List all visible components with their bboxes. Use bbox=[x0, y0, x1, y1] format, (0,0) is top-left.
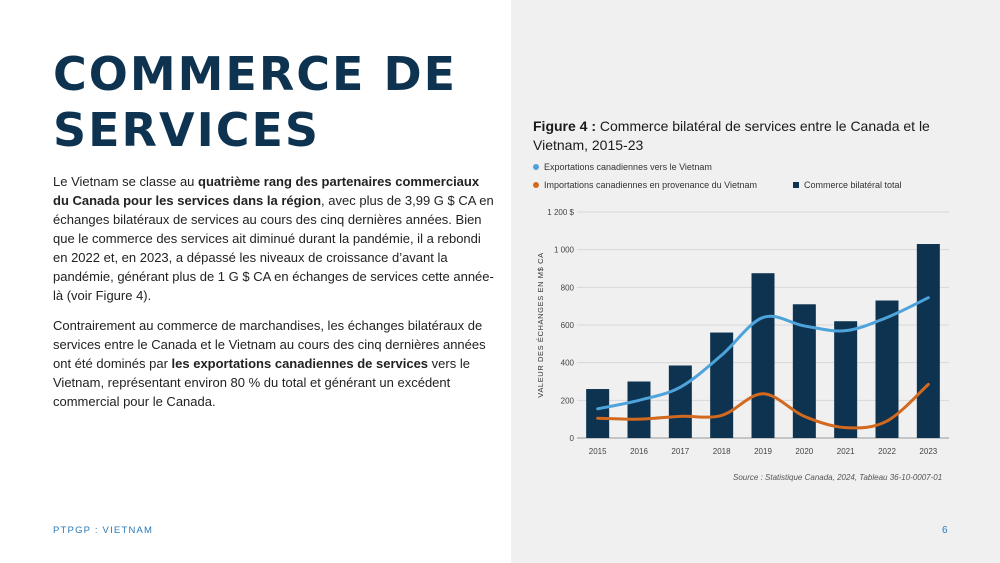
y-tick-label: 1 200 $ bbox=[547, 208, 574, 217]
figure-title: Commerce bilatéral de services entre le … bbox=[533, 118, 930, 153]
bar bbox=[668, 365, 692, 438]
figure-label: Figure 4 : bbox=[533, 118, 597, 134]
y-tick-label: 800 bbox=[561, 283, 575, 292]
bar bbox=[627, 381, 651, 438]
bar-line-chart: 0 200 400 600 800 1 000 1 200 $ VALEUR DES ÉCHA… bbox=[536, 208, 949, 456]
title-line-2: SERVICES bbox=[53, 103, 321, 157]
figure-caption: Figure 4 : Commerce bilatéral de service… bbox=[533, 117, 953, 155]
y-tick-label: 1 000 bbox=[554, 246, 575, 255]
paragraph-2: Contrairement au commerce de marchandise… bbox=[53, 316, 495, 411]
y-tick-label: 600 bbox=[561, 321, 575, 330]
legend-exports-label: Exportations canadiennes vers le Vietnam bbox=[544, 162, 712, 172]
legend-total: Commerce bilatéral total bbox=[793, 180, 902, 190]
bar bbox=[751, 273, 775, 438]
x-tick-label: 2015 bbox=[589, 447, 607, 456]
p2-text-a: Contrairement au commerce de marchandise… bbox=[53, 318, 486, 371]
bar bbox=[792, 304, 816, 438]
x-tick-label: 2017 bbox=[671, 447, 689, 456]
y-tick-label: 200 bbox=[561, 396, 575, 405]
imports-line bbox=[596, 382, 930, 430]
body-text: Le Vietnam se classe au quatrième rang d… bbox=[53, 172, 495, 422]
footer-label: PTPGP : VIETNAM bbox=[53, 525, 154, 536]
title-line-1: COMMERCE DE bbox=[53, 47, 458, 101]
exports-line bbox=[596, 296, 930, 411]
y-axis-label: VALEUR DES ÉCHANGES EN M$ CA bbox=[536, 252, 545, 397]
p2-text-c: vers le Vietnam, représentant environ 80… bbox=[53, 356, 470, 409]
page-number: 6 bbox=[942, 525, 948, 536]
legend-imports-label: Importations canadiennes en provenance d… bbox=[544, 180, 757, 190]
legend-exports-swatch bbox=[533, 164, 539, 170]
legend-total-label: Commerce bilatéral total bbox=[804, 180, 902, 190]
legend-imports: Importations canadiennes en provenance d… bbox=[533, 180, 757, 190]
legend-exports: Exportations canadiennes vers le Vietnam bbox=[533, 162, 712, 172]
bar bbox=[834, 321, 858, 438]
bar bbox=[875, 300, 899, 438]
bar bbox=[586, 389, 610, 438]
p1-bold: quatrième rang des partenaires commercia… bbox=[53, 174, 480, 208]
p1-text-c: , avec plus de 3,99 G $ CA en échanges b… bbox=[53, 193, 494, 303]
x-tick-label: 2023 bbox=[919, 447, 937, 456]
y-tick-label: 0 bbox=[570, 434, 575, 443]
paragraph-1: Le Vietnam se classe au quatrième rang d… bbox=[53, 172, 495, 305]
chart-source: Source : Statistique Canada, 2024, Table… bbox=[733, 473, 943, 482]
x-tick-label: 2021 bbox=[837, 447, 855, 456]
p1-text-a: Le Vietnam se classe au bbox=[53, 174, 199, 189]
x-tick-label: 2020 bbox=[795, 447, 813, 456]
page-title: COMMERCE DE SERVICES bbox=[53, 46, 457, 158]
bar bbox=[916, 244, 940, 438]
legend-imports-swatch bbox=[533, 182, 539, 188]
legend-total-swatch bbox=[793, 182, 799, 188]
x-tick-label: 2016 bbox=[630, 447, 648, 456]
p2-bold: les exportations canadiennes de services bbox=[171, 356, 429, 371]
x-tick-label: 2018 bbox=[713, 447, 731, 456]
x-tick-label: 2019 bbox=[754, 447, 772, 456]
y-tick-label: 400 bbox=[561, 359, 575, 368]
x-tick-label: 2022 bbox=[878, 447, 896, 456]
